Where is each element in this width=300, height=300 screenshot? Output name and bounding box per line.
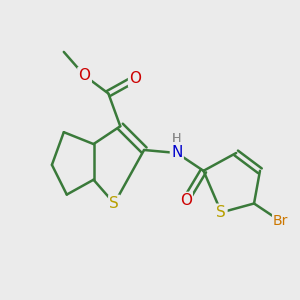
Text: O: O bbox=[79, 68, 91, 83]
Text: N: N bbox=[171, 146, 182, 160]
Text: S: S bbox=[110, 196, 119, 211]
Text: O: O bbox=[129, 71, 141, 86]
Text: O: O bbox=[79, 68, 91, 83]
Text: Br: Br bbox=[273, 214, 289, 228]
Text: H: H bbox=[172, 132, 182, 145]
Text: O: O bbox=[129, 71, 141, 86]
Text: N: N bbox=[171, 146, 182, 160]
Text: S: S bbox=[110, 196, 119, 211]
Text: S: S bbox=[217, 205, 226, 220]
Text: O: O bbox=[180, 193, 192, 208]
Text: O: O bbox=[180, 193, 192, 208]
Text: Br: Br bbox=[273, 214, 289, 228]
Text: S: S bbox=[217, 205, 226, 220]
Text: H: H bbox=[172, 132, 182, 145]
